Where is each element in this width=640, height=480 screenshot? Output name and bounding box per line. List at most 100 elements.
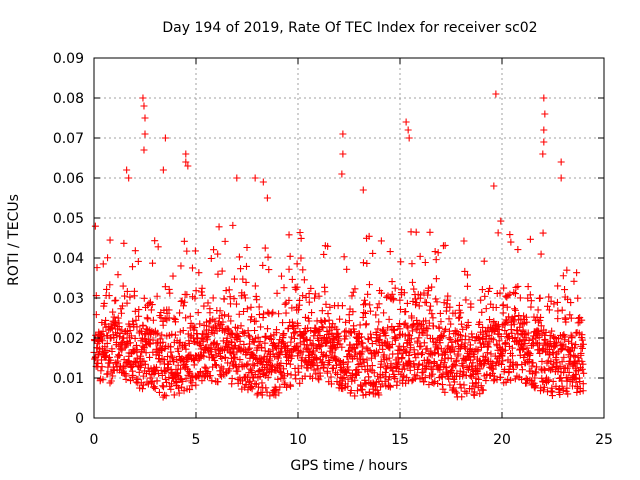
data-point [403,299,411,307]
data-point [144,315,152,323]
data-point [370,369,378,377]
data-point [251,326,259,334]
data-point [466,341,474,349]
data-point [500,284,508,292]
data-point [142,325,150,333]
data-point [440,359,448,367]
data-point [540,339,548,347]
data-point [579,340,587,348]
data-point [529,359,537,367]
data-point [208,377,216,385]
data-point [121,292,129,300]
data-point [448,366,456,374]
data-point [371,352,379,360]
data-point [93,264,101,272]
data-point [540,94,548,102]
data-point [345,366,353,374]
data-point [129,371,137,379]
data-point [559,386,567,394]
data-point [139,385,147,393]
data-point [115,323,123,331]
data-point [421,259,429,267]
data-point [139,381,147,389]
data-point [186,312,194,320]
data-point [269,308,277,316]
data-point [302,293,310,301]
data-point [321,317,329,325]
data-point [287,382,295,390]
data-point [377,289,385,297]
data-point [396,296,404,304]
data-point [258,391,266,399]
data-point [261,244,269,252]
data-point [264,325,272,333]
data-point [354,334,362,342]
data-point [424,359,432,367]
data-point [109,308,117,316]
data-point [495,337,503,345]
data-point [546,332,554,340]
data-point [463,389,471,397]
data-point [236,337,244,345]
data-point [300,328,308,336]
data-point [421,374,429,382]
data-point [382,332,390,340]
data-point [377,360,385,368]
data-point [162,392,170,400]
data-point [316,332,324,340]
data-point [261,339,269,347]
data-point [251,174,259,182]
data-point [103,347,111,355]
data-point [212,361,220,369]
data-point [218,267,226,275]
data-point [526,235,534,243]
data-point [455,314,463,322]
data-point [148,301,156,309]
data-point [109,372,117,380]
data-point [354,361,362,369]
data-point [99,327,107,335]
data-point [204,368,212,376]
data-point [521,339,529,347]
data-point [447,320,455,328]
data-point [127,332,135,340]
x-tick-label: 20 [493,432,511,448]
data-point [441,350,449,358]
data-point [450,347,458,355]
data-point [539,150,547,158]
data-point [448,338,456,346]
data-point [374,325,382,333]
data-point [365,389,373,397]
data-point [338,302,346,310]
data-point [545,293,553,301]
data-point [151,368,159,376]
data-point [240,308,248,316]
data-point [118,345,126,353]
data-point [182,158,190,166]
data-point [456,367,464,375]
data-point [191,324,199,332]
data-point [149,259,157,267]
data-point [198,335,206,343]
data-point [332,361,340,369]
data-point [200,302,208,310]
data-point [571,344,579,352]
data-point [126,339,134,347]
data-point [137,361,145,369]
data-point [177,262,185,270]
data-point [297,234,305,242]
data-point [241,294,249,302]
data-point [444,342,452,350]
data-point [466,371,474,379]
tick-layer: 0 0.01 0.02 0.03 0.04 0.05 0.06 0.07 0.08 0.09 0 5 1… [53,51,613,448]
data-point [268,368,276,376]
data-point [408,278,416,286]
y-tick-label: 0.07 [53,131,84,147]
data-point [525,336,533,344]
data-point [103,339,111,347]
data-point [319,324,327,332]
data-point [400,289,408,297]
data-point [540,365,548,373]
data-point [494,355,502,363]
